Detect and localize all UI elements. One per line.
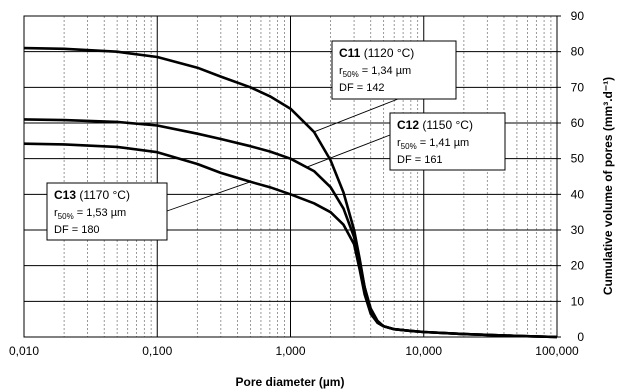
annotation-r50: r50% = 1,53 µm [54,207,126,221]
r-value: = 1,41 µm [417,137,470,149]
y-tick-label: 40 [571,187,585,201]
x-axis-label: Pore diameter (µm) [236,375,345,389]
y-tick-label: 90 [571,9,585,23]
r-subscript: 50% [343,70,359,79]
x-tick-label: 10,000 [405,344,442,358]
annotation-box [389,112,506,171]
sample-name: C11 [339,46,361,60]
plot-frame [23,15,558,338]
annotation-c11: C11 (1120 °C) r50% = 1,34 µm DF = 142 [313,40,457,133]
sample-temperature: (1120 °C) [360,46,414,60]
annotation-title: C13 (1170 °C) [54,188,130,202]
y-tick-label: 50 [571,152,585,166]
sample-name: C12 [397,118,419,132]
annotation-df: DF = 161 [397,154,443,166]
annotation-title: C12 (1150 °C) [397,118,473,132]
r-value: = 1,53 µm [74,207,127,219]
grid [23,15,561,338]
y-tick-label: 30 [571,223,585,237]
annotation-title: C11 (1120 °C) [339,46,414,60]
x-tick-label: 100,000 [535,344,579,358]
r-symbol: r [54,207,58,219]
series-line-c13 [23,142,558,339]
y-tick-label: 80 [571,45,585,59]
x-tick-labels: 0,010 0,100 1,000 10,000 100,000 [9,344,579,358]
r-value: = 1,34 µm [359,65,412,77]
annotation-leader [305,134,391,169]
annotation-df: DF = 142 [339,82,385,94]
annotation-box [46,182,168,241]
y-tick-labels: 0 10 20 30 40 50 60 70 80 90 [571,9,585,344]
annotation-c13: C13 (1170 °C) r50% = 1,53 µm DF = 180 [46,181,251,241]
r-subscript: 50% [58,212,74,221]
annotation-r50: r50% = 1,34 µm [339,65,411,79]
y-tick-label: 20 [571,259,585,273]
r-symbol: r [397,137,401,149]
y-tick-label: 0 [577,330,584,344]
annotation-r50: r50% = 1,41 µm [397,137,469,151]
annotation-leader [166,181,251,212]
sample-name: C13 [54,188,76,202]
annotation-leader [313,98,399,133]
sample-temperature: (1150 °C) [419,118,473,132]
r-subscript: 50% [401,142,417,151]
y-tick-label: 10 [571,294,585,308]
annotation-df: DF = 180 [54,224,100,236]
series-lines [23,46,558,339]
annotation-box [331,40,457,100]
y-axis-label: Cumulative volume of pores (mm³.d⁻¹) [601,77,615,295]
y-tick-label: 60 [571,116,585,130]
y-tick-label: 70 [571,80,585,94]
sample-temperature: (1170 °C) [76,188,130,202]
annotation-c12: C12 (1150 °C) r50% = 1,41 µm DF = 161 [305,112,506,171]
x-tick-label: 0,010 [9,344,39,358]
x-tick-label: 1,000 [275,344,305,358]
r-symbol: r [339,65,343,77]
x-tick-label: 0,100 [142,344,172,358]
